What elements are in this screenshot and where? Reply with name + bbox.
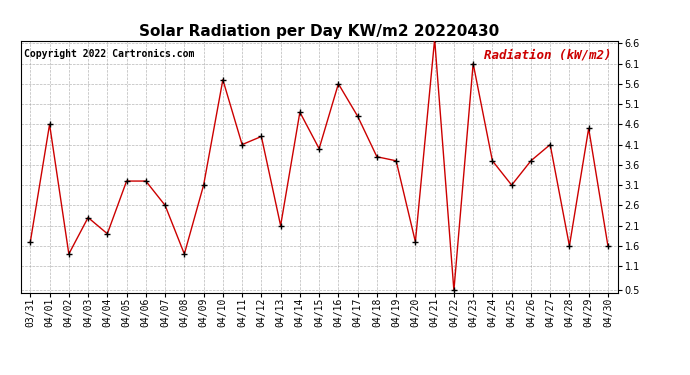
Text: Copyright 2022 Cartronics.com: Copyright 2022 Cartronics.com (23, 49, 194, 59)
Text: Radiation (kW/m2): Radiation (kW/m2) (484, 49, 611, 62)
Title: Solar Radiation per Day KW/m2 20220430: Solar Radiation per Day KW/m2 20220430 (139, 24, 500, 39)
